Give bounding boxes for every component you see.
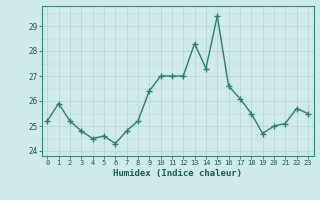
X-axis label: Humidex (Indice chaleur): Humidex (Indice chaleur) xyxy=(113,169,242,178)
